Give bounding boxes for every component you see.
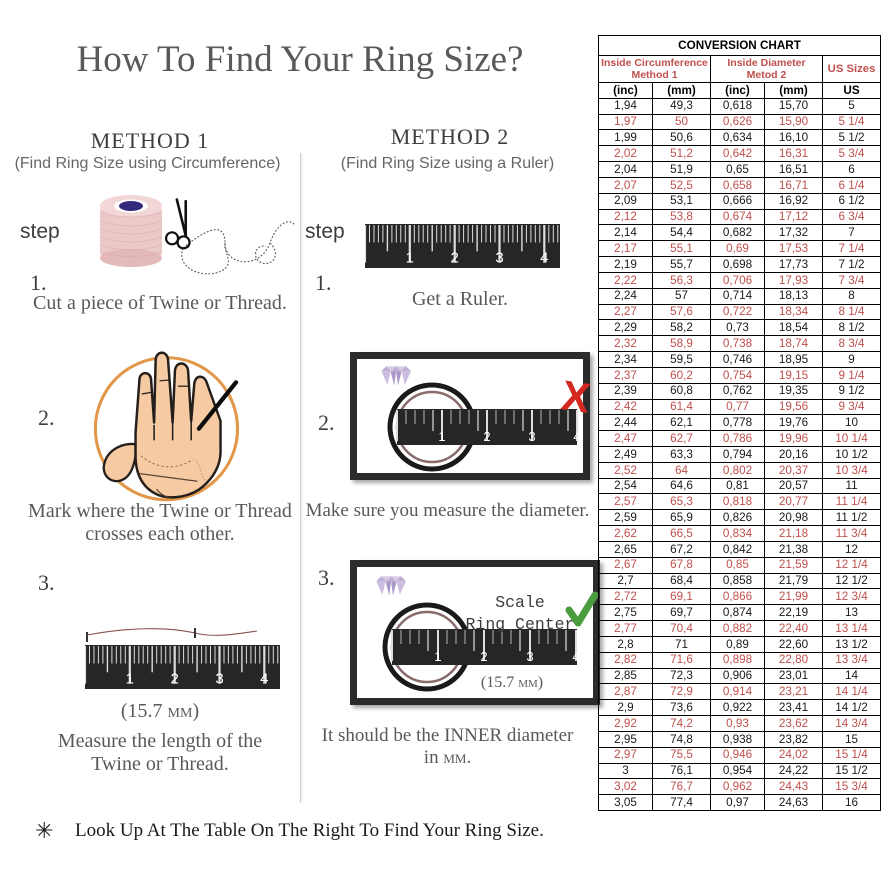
svg-text:(15.7 mm): (15.7 mm) bbox=[481, 674, 543, 691]
svg-text:Ring Center: Ring Center bbox=[466, 615, 575, 634]
svg-text:2: 2 bbox=[480, 649, 487, 664]
svg-text:4: 4 bbox=[573, 429, 580, 444]
svg-text:1: 1 bbox=[434, 649, 441, 664]
svg-text:1: 1 bbox=[126, 671, 134, 688]
svg-text:4: 4 bbox=[260, 671, 268, 688]
svg-text:Scale: Scale bbox=[495, 593, 545, 612]
svg-text:2: 2 bbox=[171, 671, 179, 688]
svg-text:1: 1 bbox=[406, 250, 414, 267]
svg-text:2: 2 bbox=[483, 429, 490, 444]
svg-text:X: X bbox=[559, 371, 593, 421]
svg-text:4: 4 bbox=[540, 250, 548, 267]
svg-text:3: 3 bbox=[215, 671, 223, 688]
svg-text:2: 2 bbox=[451, 250, 459, 267]
svg-text:3: 3 bbox=[495, 250, 503, 267]
svg-text:3: 3 bbox=[528, 429, 535, 444]
svg-text:1: 1 bbox=[438, 429, 445, 444]
svg-text:4: 4 bbox=[572, 649, 579, 664]
svg-text:3: 3 bbox=[526, 649, 533, 664]
